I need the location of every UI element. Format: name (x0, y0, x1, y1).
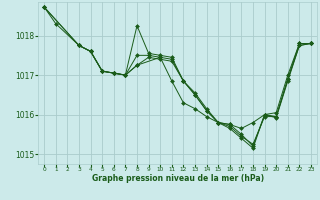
X-axis label: Graphe pression niveau de la mer (hPa): Graphe pression niveau de la mer (hPa) (92, 174, 264, 183)
